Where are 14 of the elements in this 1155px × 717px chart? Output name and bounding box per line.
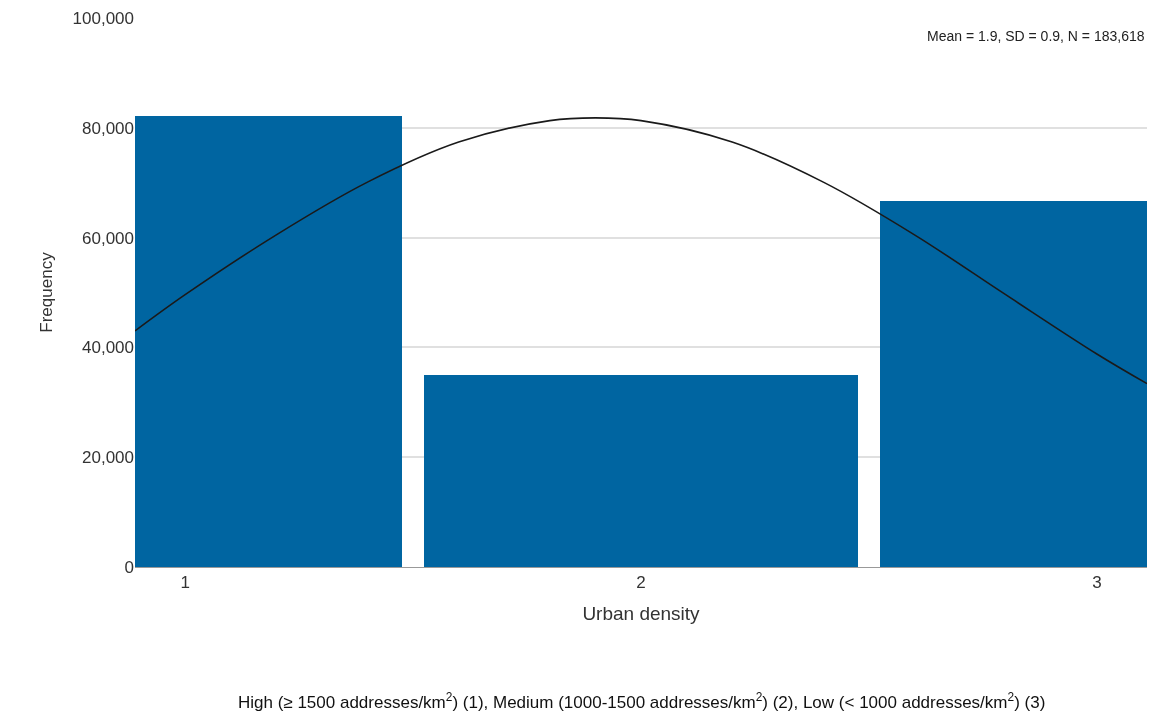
y-tick-label: 0: [124, 557, 134, 577]
text: High (≥ 1500 addresses/km$^{2}$) (1), Medium (1000-1500 addresses/km$^{2}$) (2), Low (< 1000 addresses/km$^{2}$) (3): [238, 690, 1046, 713]
x-tick-label: 1: [180, 573, 190, 593]
y-tick-label: 40,000: [82, 338, 134, 358]
line-series: [135, 117, 1147, 385]
x-tick-label: 3: [1092, 573, 1102, 593]
x-axis-title: Urban density: [582, 603, 701, 625]
annotation: Mean = 1.9, SD = 0.9, N = 183,618: [927, 28, 1145, 44]
y-tick-label: 100,000: [72, 8, 134, 28]
y-tick-label: 20,000: [82, 448, 134, 468]
y-tick-label: 60,000: [82, 228, 134, 248]
y-tick-label: 80,000: [82, 118, 134, 138]
x-tick-label: 2: [636, 573, 646, 593]
y-axis-title: Frequency: [37, 251, 57, 333]
